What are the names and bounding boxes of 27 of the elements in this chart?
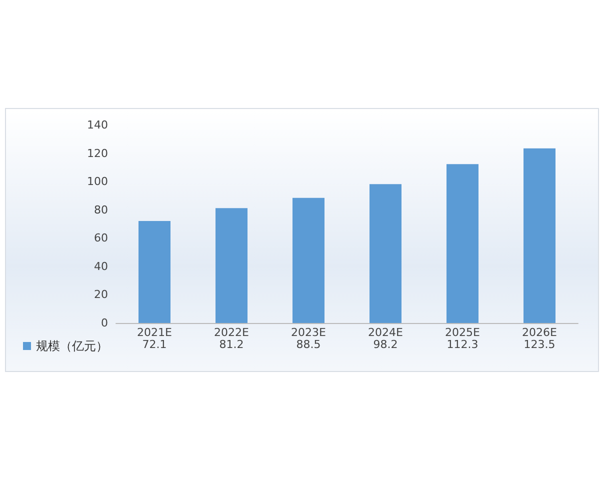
legend-label: 规模（亿元） [36, 339, 108, 353]
y-tick-label: 100 [87, 175, 108, 188]
data-label: 88.5 [296, 338, 321, 351]
bar [216, 208, 248, 323]
data-label: 72.1 [142, 338, 167, 351]
bar [292, 198, 324, 323]
y-tick-label: 20 [94, 288, 108, 302]
bar [138, 221, 170, 323]
data-label: 81.2 [219, 338, 244, 351]
x-tick-label: 2023E [291, 326, 326, 339]
x-tick-label: 2022E [214, 326, 250, 339]
data-label: 112.3 [446, 338, 478, 351]
y-tick-label: 80 [94, 203, 108, 216]
data-label: 98.2 [373, 338, 398, 351]
y-tick-label: 140 [87, 118, 108, 132]
y-tick-label: 0 [101, 316, 108, 330]
x-tick-label: 2025E [445, 326, 480, 339]
x-tick-label: 2024E [368, 326, 404, 339]
data-label: 123.5 [524, 338, 556, 351]
y-tick-label: 60 [94, 232, 108, 245]
y-tick-label: 40 [94, 260, 108, 273]
y-tick-label: 120 [87, 146, 108, 160]
x-tick-label: 2021E [137, 326, 172, 339]
bar [446, 164, 478, 323]
bar [370, 184, 402, 323]
x-tick-label: 2026E [522, 326, 558, 339]
bar [524, 148, 556, 323]
